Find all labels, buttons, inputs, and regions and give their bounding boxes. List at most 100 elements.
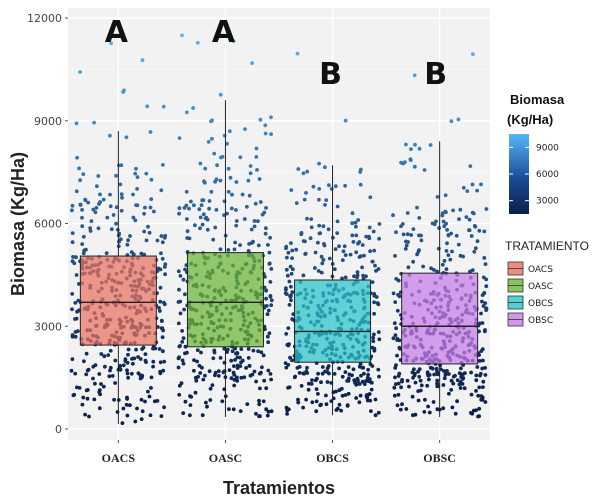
data-point (138, 376, 143, 381)
data-point (264, 288, 268, 293)
color-scale-bar (509, 134, 529, 214)
data-point (157, 306, 161, 310)
data-point (182, 307, 187, 312)
data-point (131, 215, 136, 220)
data-point (92, 397, 97, 402)
data-point (480, 397, 485, 402)
data-point (305, 371, 310, 375)
data-point (189, 199, 193, 204)
data-point (115, 227, 120, 232)
data-point (343, 370, 348, 374)
data-point (407, 384, 411, 389)
data-point (476, 393, 481, 398)
data-point (117, 163, 121, 168)
data-point (257, 402, 262, 407)
data-point (295, 366, 300, 370)
data-point (96, 226, 101, 231)
data-point (109, 41, 113, 46)
data-point (178, 299, 183, 304)
data-point (467, 217, 472, 222)
data-point (358, 182, 363, 187)
data-point (334, 408, 339, 412)
data-point (73, 371, 78, 376)
data-point (395, 308, 400, 313)
data-point (263, 131, 268, 136)
data-point (396, 381, 401, 386)
data-point (124, 135, 129, 140)
data-point (178, 311, 183, 316)
data-point (319, 254, 324, 259)
data-point (305, 216, 309, 221)
data-point (143, 205, 147, 210)
data-point (474, 389, 478, 393)
data-point (88, 226, 92, 231)
data-point (249, 227, 254, 232)
data-point (192, 203, 196, 208)
data-point (463, 371, 467, 375)
data-point (404, 243, 409, 248)
data-point (243, 127, 247, 131)
data-point (369, 387, 374, 392)
data-point (144, 171, 149, 176)
data-point (198, 161, 203, 166)
data-point (210, 136, 214, 141)
data-point (252, 219, 257, 223)
data-point (311, 184, 316, 189)
data-point (285, 255, 289, 260)
data-point (442, 376, 447, 381)
data-point (393, 333, 398, 338)
data-point (343, 253, 348, 257)
data-point (160, 319, 164, 323)
data-point (314, 387, 319, 391)
data-point (321, 224, 326, 229)
data-point (432, 268, 436, 272)
data-point (139, 417, 144, 421)
data-point (416, 398, 421, 403)
data-point (412, 164, 417, 169)
data-point (430, 221, 435, 226)
data-point (392, 321, 397, 326)
data-point (475, 365, 480, 369)
legend-entry-obsc: OBSC (507, 312, 553, 327)
data-point (97, 390, 102, 394)
data-point (301, 171, 306, 176)
data-point (477, 414, 481, 418)
data-point (394, 230, 398, 235)
data-point (302, 371, 306, 376)
data-point (83, 412, 87, 417)
data-point (229, 206, 234, 211)
data-point (358, 361, 363, 366)
box-iqr (294, 279, 372, 363)
data-point (227, 407, 231, 411)
data-point (332, 267, 337, 272)
data-point (160, 240, 165, 245)
data-point (295, 51, 300, 56)
data-point (148, 413, 153, 418)
data-point (367, 225, 372, 230)
data-point (245, 204, 249, 209)
data-point (289, 188, 294, 193)
data-point (422, 410, 427, 414)
data-point (180, 33, 184, 38)
data-point (419, 233, 423, 238)
data-point (368, 362, 373, 366)
data-point (299, 384, 304, 388)
data-point (247, 363, 252, 368)
data-point (345, 404, 350, 408)
data-point (152, 209, 156, 214)
data-point (107, 374, 112, 379)
data-point (187, 206, 191, 211)
box-iqr (401, 272, 479, 365)
data-point (262, 378, 267, 383)
data-point (480, 299, 484, 304)
data-point (161, 104, 166, 109)
data-point (451, 374, 456, 379)
data-point (412, 73, 417, 78)
data-point (434, 366, 439, 371)
data-point (101, 197, 106, 202)
data-point (411, 227, 416, 232)
data-point (74, 121, 79, 126)
data-point (477, 228, 482, 233)
data-point (373, 413, 378, 418)
data-point (238, 409, 243, 413)
